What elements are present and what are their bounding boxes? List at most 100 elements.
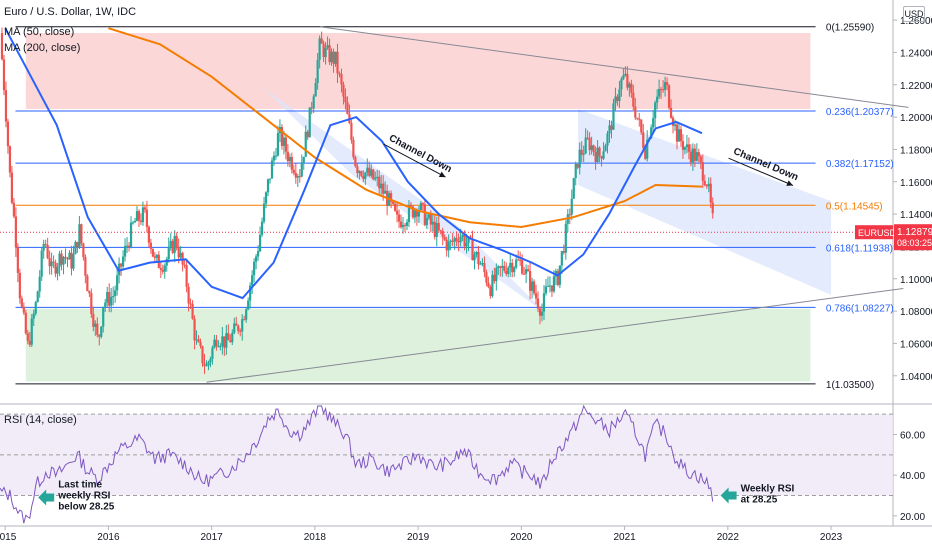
candle-body <box>513 267 516 273</box>
ma200-legend[interactable]: MA (200, close) <box>4 42 81 54</box>
candle-body <box>334 51 337 64</box>
time-axis[interactable]: 2015 2016 2017 2018 2019 2020 2021 2022 2023 <box>0 526 843 543</box>
candle-body <box>241 319 244 332</box>
candle-body <box>517 259 520 261</box>
rsi-annotation-left: below 28.25 <box>58 502 115 513</box>
time-tick-label: 2022 <box>717 532 740 543</box>
candle-body <box>258 234 262 252</box>
candle-body <box>673 124 677 126</box>
candle-body <box>598 147 601 157</box>
candle-body <box>183 264 186 266</box>
candle-body <box>495 268 498 282</box>
fib-label-0.5: 0.5(1.14545) <box>826 201 883 212</box>
support-zone <box>25 308 811 382</box>
candle-body <box>104 302 107 307</box>
candle-body <box>459 236 462 243</box>
price-tick-label: 1.20000 <box>900 113 932 124</box>
candle-body <box>92 314 95 327</box>
candle-body <box>378 176 381 189</box>
channel-annotation-arrow <box>728 157 794 186</box>
candle-body <box>526 269 530 272</box>
candle-body <box>691 148 694 163</box>
candle-body <box>479 263 482 265</box>
candle-body <box>54 262 57 274</box>
candle-body <box>511 262 514 273</box>
candle-body <box>203 363 206 366</box>
candle-body <box>235 323 238 326</box>
price-axis[interactable]: 1.040001.060001.080001.100001.120001.140… <box>893 16 932 383</box>
candle-body <box>604 145 607 152</box>
candle-body <box>423 204 426 225</box>
channel-annotation-arrowhead <box>438 171 446 178</box>
candle-body <box>646 139 649 159</box>
candle-body <box>312 96 315 109</box>
candle-body <box>489 286 492 297</box>
candle-body <box>477 252 480 265</box>
candle-body <box>588 137 591 151</box>
candle-body <box>245 309 248 320</box>
time-tick-label: 2023 <box>820 532 843 543</box>
candle-body <box>542 293 546 312</box>
candle-body <box>68 252 71 260</box>
candle-body <box>703 180 706 186</box>
price-tick-label: 1.16000 <box>900 178 932 189</box>
candle-body <box>247 300 250 310</box>
candle-body <box>473 254 476 261</box>
candle-body <box>96 323 99 335</box>
candle-body <box>197 339 200 342</box>
candle-body <box>292 169 295 173</box>
candle-body <box>231 332 234 343</box>
ma50-legend[interactable]: MA (50, close) <box>4 26 75 38</box>
last-price-value: 1.12879 <box>897 227 932 238</box>
candle-body <box>552 276 556 292</box>
candle-body <box>169 240 172 247</box>
candle-body <box>654 102 657 119</box>
candle-body <box>693 148 696 161</box>
candle-body <box>191 303 194 319</box>
candle-body <box>658 88 661 97</box>
candle-body <box>370 169 373 176</box>
candle-body <box>282 137 286 146</box>
candle-body <box>618 89 621 101</box>
candle-body <box>640 119 643 133</box>
candle-body <box>229 340 232 343</box>
candle-body <box>298 176 301 178</box>
candle-body <box>576 163 579 168</box>
candle-body <box>439 230 442 232</box>
candle-body <box>411 206 415 218</box>
candle-body <box>469 236 472 239</box>
candle-body <box>709 183 712 203</box>
candle-body <box>421 203 424 205</box>
candle-body <box>366 167 369 173</box>
candle-body <box>255 256 258 262</box>
rsi-legend[interactable]: RSI (14, close) <box>4 414 77 426</box>
candle-body <box>336 51 339 74</box>
candle-body <box>127 245 131 248</box>
candle-body <box>632 92 635 107</box>
candle-body <box>310 107 313 109</box>
fib-label-1: 1(1.03500) <box>826 380 874 391</box>
fib-label-0: 0(1.25590) <box>826 23 874 34</box>
candle-body <box>24 312 27 334</box>
candle-body <box>221 336 224 347</box>
candle-body <box>701 162 704 181</box>
candle-body <box>560 251 563 266</box>
candle-body <box>368 167 371 176</box>
candle-body <box>443 236 446 240</box>
candle-body <box>433 221 436 237</box>
candle-body <box>149 242 152 249</box>
candle-body <box>16 247 19 273</box>
channel-down-1 <box>263 88 548 315</box>
price-tick-label: 1.10000 <box>900 275 932 286</box>
candle-body <box>453 238 456 242</box>
candle-body <box>590 145 593 151</box>
currency-badge[interactable]: USD <box>903 6 925 22</box>
chart-title[interactable]: Euro / U.S. Dollar, 1W, IDC <box>4 6 137 18</box>
candle-body <box>612 103 615 130</box>
candle-body <box>139 220 143 223</box>
candle-body <box>695 152 698 161</box>
channel-annotation-arrow <box>383 143 446 178</box>
candle-body <box>574 163 577 179</box>
